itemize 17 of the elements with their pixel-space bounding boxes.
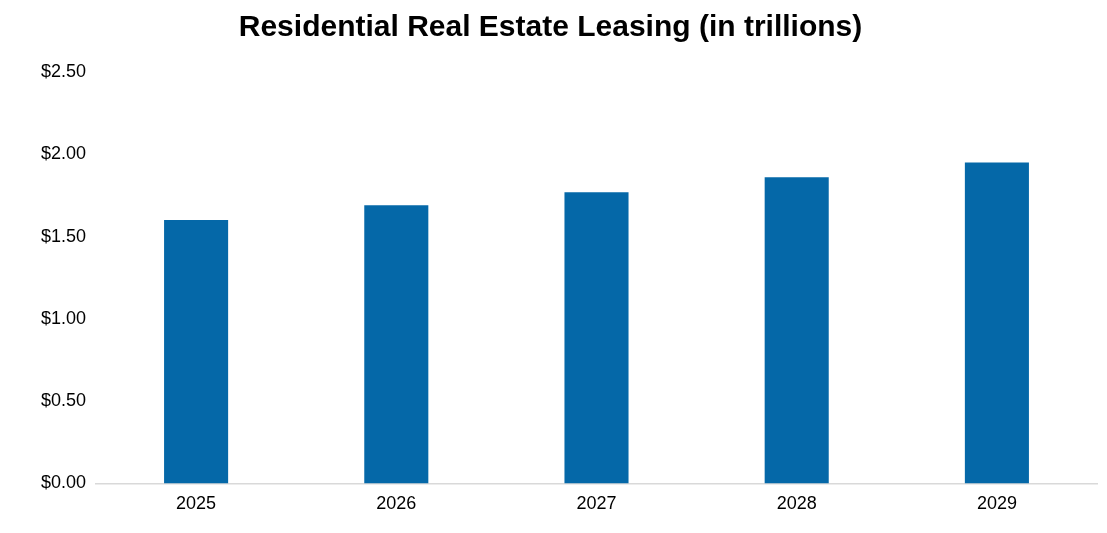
x-tick-label: 2028 xyxy=(776,493,817,514)
x-tick-label: 2027 xyxy=(576,493,617,514)
bar xyxy=(764,177,829,484)
y-tick-label: $2.00 xyxy=(40,143,86,164)
bar xyxy=(564,192,629,484)
y-tick-label: $0.50 xyxy=(40,390,86,411)
bar xyxy=(164,220,229,484)
y-tick-label: $1.00 xyxy=(40,307,86,328)
y-tick-label: $0.00 xyxy=(40,472,86,493)
x-tick-label: 2025 xyxy=(176,493,217,514)
y-tick-label: $1.50 xyxy=(40,225,86,246)
bar xyxy=(364,205,429,484)
y-tick-label: $2.50 xyxy=(40,60,86,81)
x-tick-label: 2026 xyxy=(376,493,417,514)
x-tick-label: 2029 xyxy=(976,493,1017,514)
chart-title: Residential Real Estate Leasing (in trillions) xyxy=(238,9,863,43)
bar xyxy=(964,162,1029,484)
